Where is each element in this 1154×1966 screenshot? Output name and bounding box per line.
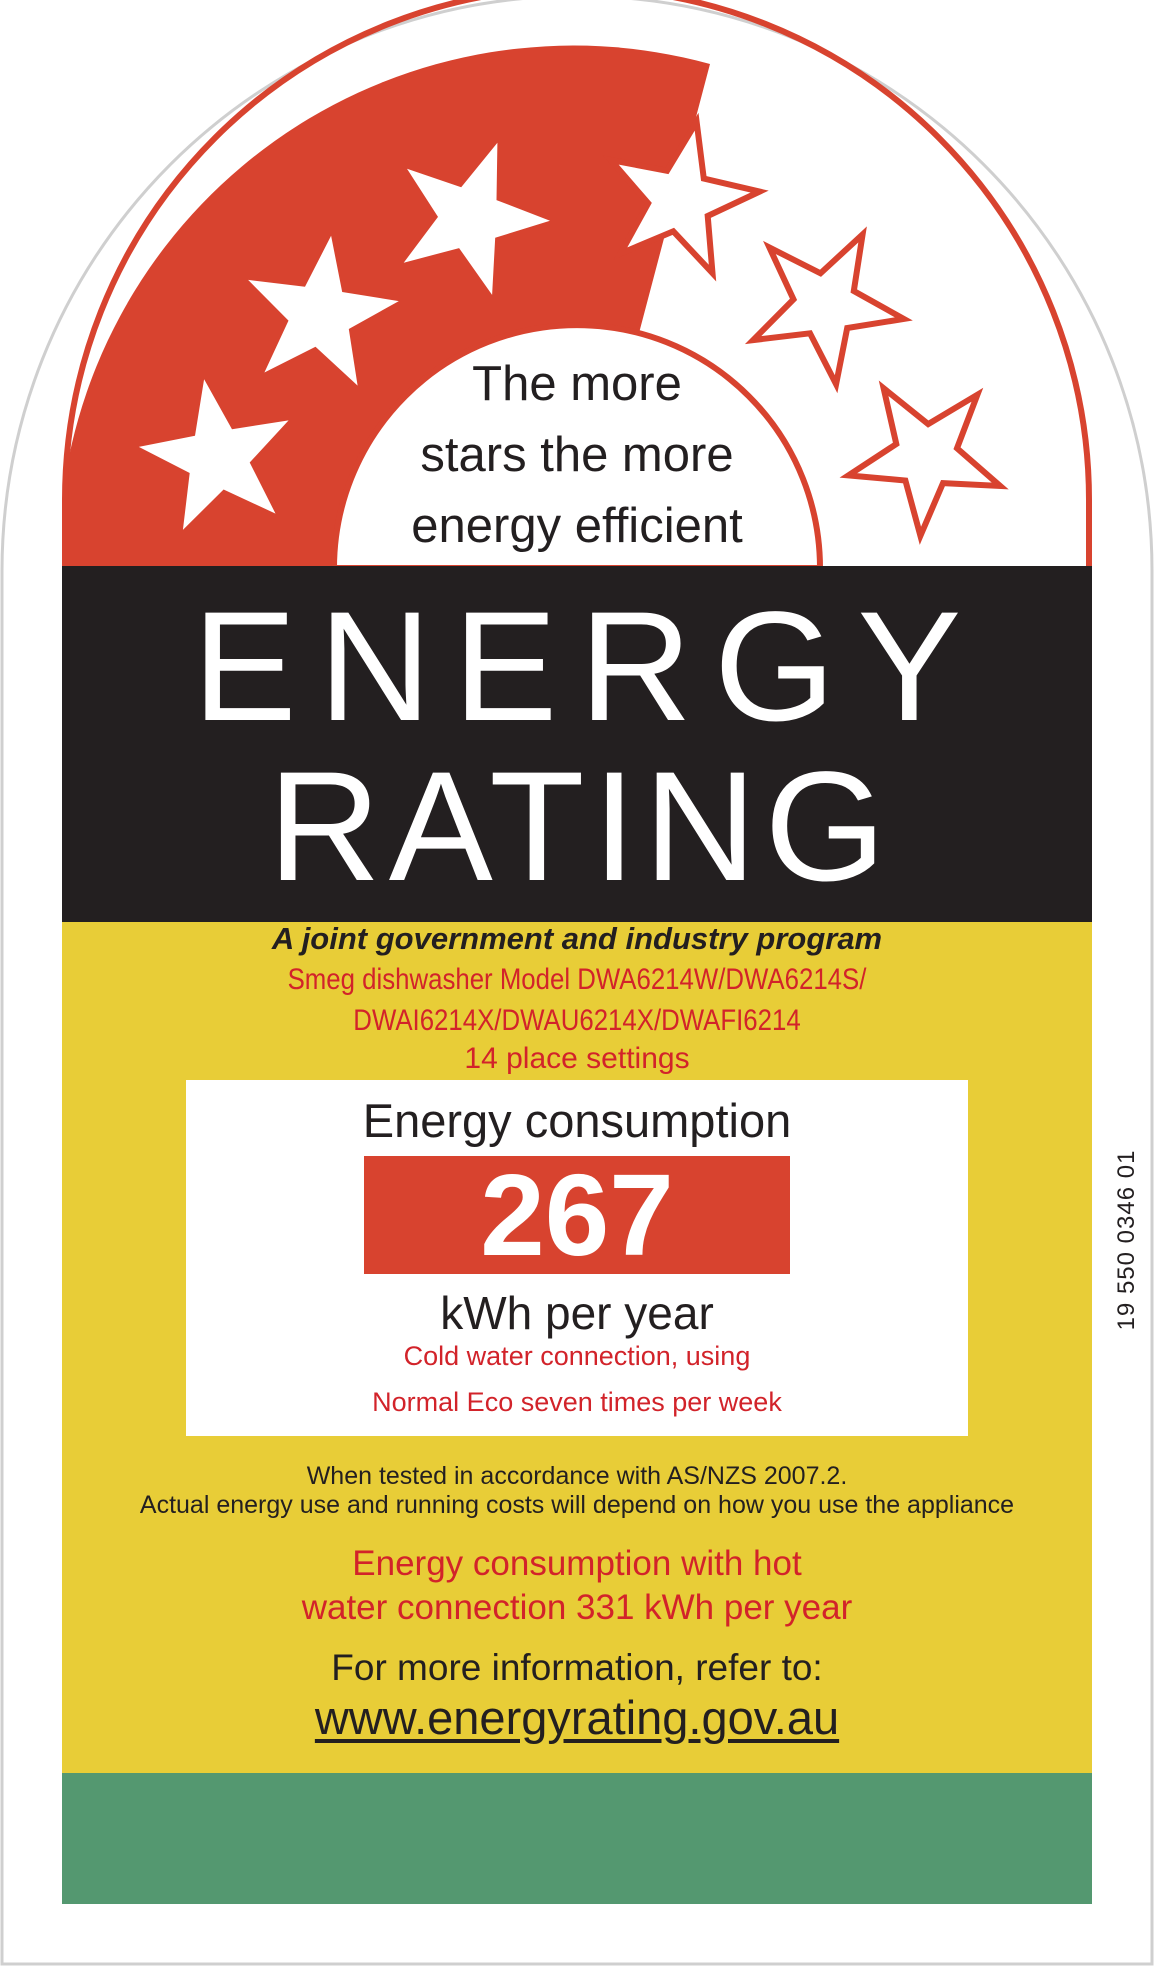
serial-number: 19 550 0346 01: [1113, 1149, 1140, 1331]
program-text: A joint government and industry program: [271, 921, 883, 956]
tagline-line-1: The more: [472, 357, 682, 411]
tagline-line-3: energy efficient: [411, 499, 743, 553]
star-rating: [138, 112, 1009, 545]
consumption-value: 267: [480, 1150, 674, 1280]
model-line-1: Smeg dishwasher Model DWA6214W/DWA6214S/: [287, 963, 867, 996]
title-energy: ENERGY: [192, 580, 984, 754]
star-arc-outline: [62, 0, 1092, 568]
rating-star: [744, 226, 913, 394]
hot-water-line-1: Energy consumption with hot: [352, 1544, 802, 1583]
consumption-value-box: [364, 1156, 790, 1274]
consumption-heading: Energy consumption: [362, 1094, 792, 1147]
rating-star: [403, 142, 550, 295]
footer-band: [62, 1773, 1092, 1904]
more-info-text: For more information, refer to:: [331, 1647, 823, 1688]
consumption-note-line-1: Cold water connection, using: [403, 1341, 751, 1371]
rating-star: [248, 235, 399, 386]
rating-star: [138, 379, 289, 530]
title-rating: RATING: [268, 740, 894, 914]
tagline-line-2: stars the more: [420, 428, 734, 482]
standard-line-1: When tested in accordance with AS/NZS 20…: [306, 1462, 848, 1490]
consumption-unit: kWh per year: [440, 1287, 714, 1339]
standard-line-2: Actual energy use and running costs will…: [139, 1491, 1015, 1519]
title-band: [62, 566, 1092, 924]
hot-water-line-2: water connection 331 kWh per year: [301, 1588, 853, 1627]
model-line-2: DWAI6214X/DWAU6214X/DWAFI6214: [353, 1004, 801, 1037]
place-settings: 14 place settings: [464, 1042, 690, 1075]
more-info-link[interactable]: www.energyrating.gov.au: [314, 1691, 840, 1744]
consumption-note-line-2: Normal Eco seven times per week: [372, 1387, 782, 1417]
rating-star: [839, 380, 1009, 545]
tagline-semicircle: [330, 322, 824, 571]
rating-star: [602, 112, 769, 282]
